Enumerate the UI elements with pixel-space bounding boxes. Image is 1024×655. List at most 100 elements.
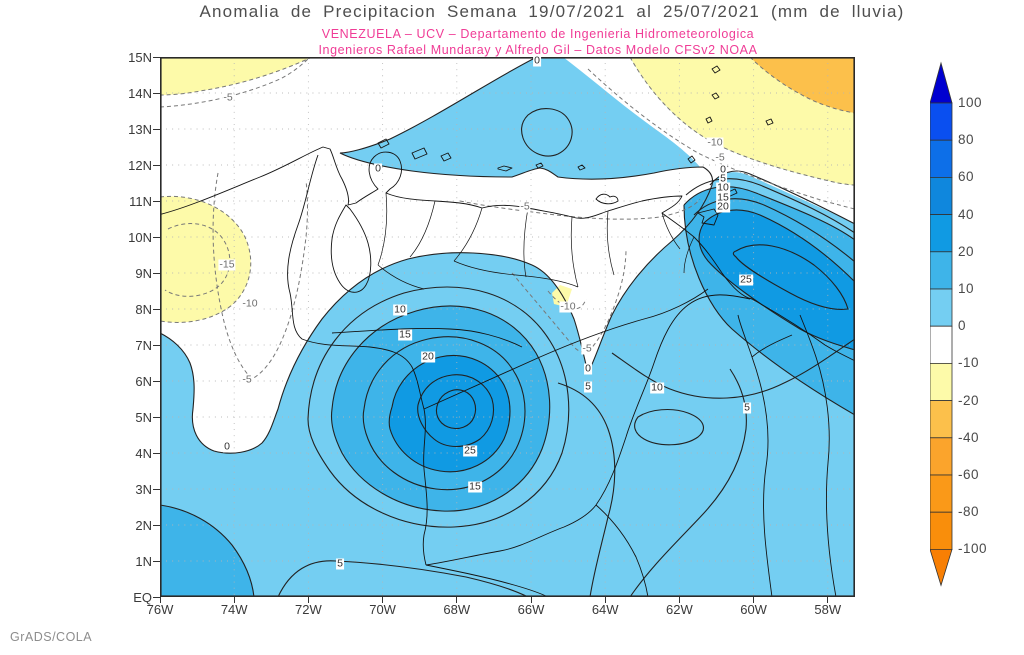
lon-tick-mark xyxy=(753,597,755,603)
island-grenada xyxy=(687,155,696,164)
contour-label-positive: 20 xyxy=(716,200,730,213)
lat-tick-label: 3N xyxy=(135,482,152,497)
contour-neg10-top-left xyxy=(159,56,313,96)
colorbar-segment xyxy=(930,139,953,178)
river-orinoco xyxy=(423,288,709,410)
contour-label-positive: 0 xyxy=(584,362,592,375)
lon-tick-mark xyxy=(233,597,235,603)
lat-tick-mark xyxy=(153,596,160,598)
lat-tick-mark xyxy=(153,236,160,238)
lon-tick-mark xyxy=(604,597,606,603)
contour-neg10-tongue xyxy=(547,290,587,310)
island-barbados xyxy=(765,118,774,126)
lon-tick-mark xyxy=(456,597,458,603)
contour-label-positive: 10 xyxy=(393,303,407,316)
colorbar-tick-label: -10 xyxy=(958,355,980,371)
contour-label-positive: 5 xyxy=(743,401,751,414)
contour-neg15-mid-left xyxy=(164,223,231,297)
fill-orange-northeast-corner xyxy=(750,57,855,113)
map-plot-area xyxy=(157,56,856,598)
island-la-blanquilla xyxy=(577,164,586,171)
fill-white-northwest-tongue xyxy=(160,57,713,454)
contour-30-southwest-inner xyxy=(435,389,477,430)
fill-blue-10-20-bottom-left xyxy=(160,505,254,597)
island-martinique xyxy=(711,65,721,74)
fill-yellow-top-left xyxy=(160,57,312,95)
contour-neg5-left-u xyxy=(212,172,308,380)
colorbar-tick-label: -20 xyxy=(958,392,980,408)
contour-neg5-top-left xyxy=(159,56,311,108)
contour-10-bottom-left xyxy=(159,504,255,598)
colorbar-segment xyxy=(930,325,953,364)
river-essequibo xyxy=(737,314,773,598)
lat-tick-label: 11N xyxy=(129,194,152,209)
contour-10-northeast xyxy=(683,186,856,416)
island-los-roques xyxy=(497,165,513,172)
lat-tick-mark xyxy=(153,128,160,130)
contour-25-southwest xyxy=(417,374,495,448)
fill-yellow-mid-left xyxy=(160,196,251,323)
contour-5-bottom xyxy=(277,560,529,598)
contour-10-east-small-oval xyxy=(634,408,704,446)
state-borders-venezuela xyxy=(377,192,695,290)
lat-tick-mark xyxy=(153,164,160,166)
contour-lines-negative-dashed xyxy=(159,56,856,380)
colorbar-segment xyxy=(930,511,953,550)
contour-neg20-corner xyxy=(749,56,856,114)
lat-tick-mark xyxy=(153,452,160,454)
lon-tick-mark xyxy=(678,597,680,603)
lat-tick-mark xyxy=(153,380,160,382)
contour-label-positive: 0 xyxy=(719,163,727,176)
lon-tick-label: 72W xyxy=(295,602,322,617)
contour-15-northeast xyxy=(693,198,856,263)
colorbar-arrow-bottom xyxy=(930,549,953,587)
subtitle-line2: Ingenieros Rafael Mundaray y Alfredo Gil… xyxy=(318,43,758,57)
river-brazil-south xyxy=(425,564,549,598)
contour-5-southwest-oval xyxy=(307,286,570,528)
river-branch-guyana xyxy=(751,334,793,358)
colorbar-segment xyxy=(930,400,953,439)
contour-neg5-northeast xyxy=(587,68,856,210)
contour-label-positive: 15 xyxy=(468,480,482,493)
lat-tick-mark xyxy=(153,524,160,526)
lat-tick-label: 13N xyxy=(128,122,152,137)
contour-label-positive: 0 xyxy=(533,54,541,67)
contour-label-positive: 5 xyxy=(584,380,592,393)
lat-tick-label: 2N xyxy=(135,518,152,533)
lat-tick-label: 1N xyxy=(135,554,152,569)
contour-label-positive: 0 xyxy=(374,162,382,175)
colorbar-tick-label: -60 xyxy=(958,467,980,482)
lon-tick-label: 60W xyxy=(740,602,767,617)
grads-credit: GrADS/COLA xyxy=(10,630,93,644)
lat-tick-mark xyxy=(153,344,160,346)
contour-5-east-a xyxy=(557,382,616,598)
colorbar-segment xyxy=(930,214,953,253)
contour-label-positive: 25 xyxy=(463,444,477,457)
contour-neg10-northeast xyxy=(629,56,856,186)
map-border xyxy=(160,57,856,598)
colorbar-tick-label: 100 xyxy=(958,95,983,110)
island-st-vincent xyxy=(705,116,713,124)
lon-tick-label: 74W xyxy=(220,602,248,617)
contour-label-positive: 15 xyxy=(716,191,730,204)
lat-tick-mark xyxy=(153,200,160,202)
lat-tick-mark xyxy=(153,272,160,274)
contour-label-negative: -5 xyxy=(581,342,593,355)
lat-tick-mark xyxy=(153,488,160,490)
island-curacao xyxy=(411,147,428,160)
contour-20-northeast xyxy=(698,209,856,351)
lat-tick-label: 6N xyxy=(135,374,152,389)
colorbar-segment xyxy=(930,288,953,327)
colorbar-arrow-top xyxy=(930,61,953,104)
colorbar-tick-label: 80 xyxy=(958,132,975,148)
contour-label-positive: 5 xyxy=(336,557,344,570)
contour-label-negative: -10 xyxy=(559,300,577,313)
border-colombia-venezuela xyxy=(287,154,428,566)
river-apure xyxy=(331,328,523,348)
colorbar-tick-label: 40 xyxy=(958,206,975,222)
lat-tick-label: 5N xyxy=(135,410,152,425)
subtitle-line1: VENEZUELA – UCV – Departamento de Ingeni… xyxy=(321,27,755,41)
colorbar-tick-label: -80 xyxy=(958,504,980,520)
lon-tick-label: 76W xyxy=(146,602,174,617)
lat-tick-mark xyxy=(153,56,160,58)
